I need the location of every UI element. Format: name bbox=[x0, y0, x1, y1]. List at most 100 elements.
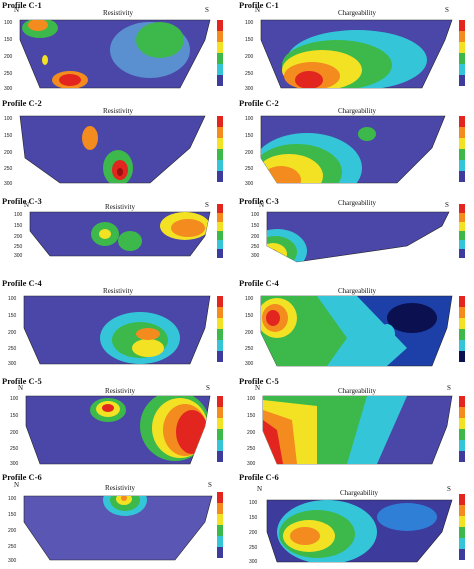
panel-c3-resistivity: Profile C-3 Resistivity N S 100 150 200 … bbox=[0, 196, 237, 268]
panel-property: Chargeability bbox=[338, 9, 376, 17]
depth-tick: 250 bbox=[14, 244, 23, 250]
depth-tick: 250 bbox=[251, 244, 260, 250]
depth-tick: 200 bbox=[4, 54, 13, 60]
colour-scale bbox=[217, 396, 223, 462]
depth-tick: 300 bbox=[4, 181, 13, 187]
colour-scale bbox=[217, 204, 223, 258]
depth-tick: 150 bbox=[4, 133, 13, 139]
depth-tick: 150 bbox=[245, 313, 254, 319]
depth-tick: 100 bbox=[8, 296, 17, 302]
section-plot bbox=[266, 204, 465, 263]
north-label: N bbox=[259, 201, 265, 209]
depth-tick: 150 bbox=[8, 512, 17, 518]
panel-title: Profile C-2 bbox=[2, 98, 42, 108]
depth-tick: 300 bbox=[10, 461, 19, 467]
south-label: S bbox=[205, 201, 209, 209]
depth-tick: 150 bbox=[245, 133, 254, 139]
depth-tick: 150 bbox=[249, 515, 258, 521]
anomaly-zone bbox=[266, 310, 280, 326]
depth-tick: 300 bbox=[249, 559, 258, 565]
colour-scale bbox=[217, 116, 223, 182]
anomaly-zone bbox=[267, 243, 287, 262]
anomaly-zone bbox=[42, 55, 48, 65]
anomaly-zone bbox=[171, 219, 205, 237]
depth-tick: 250 bbox=[245, 71, 254, 77]
depth-tick: 200 bbox=[8, 528, 17, 534]
depth-tick: 150 bbox=[14, 223, 23, 229]
depth-tick: 250 bbox=[8, 544, 17, 550]
panel-title: Profile C-6 bbox=[239, 472, 279, 482]
depth-tick: 250 bbox=[249, 545, 258, 551]
depth-tick: 150 bbox=[8, 313, 17, 319]
south-label: S bbox=[208, 481, 212, 489]
depth-tick: 300 bbox=[245, 181, 254, 187]
colour-scale bbox=[217, 20, 223, 86]
depth-tick: 300 bbox=[4, 86, 13, 92]
panel-property: Chargeability bbox=[338, 199, 376, 207]
anomaly-zone bbox=[121, 496, 127, 501]
depth-tick: 300 bbox=[251, 253, 260, 259]
anomaly-zone bbox=[82, 126, 98, 150]
depth-tick: 150 bbox=[4, 37, 13, 43]
anomaly-zone bbox=[118, 231, 142, 251]
panel-property: Chargeability bbox=[340, 489, 378, 497]
anomaly-zone bbox=[267, 249, 279, 262]
depth-tick: 100 bbox=[4, 20, 13, 26]
section-outline bbox=[23, 495, 213, 561]
colour-scale bbox=[459, 494, 465, 560]
panel-c4-chargeability: Profile C-4 Chargeability 100 150 200 25… bbox=[237, 278, 474, 373]
depth-tick: 200 bbox=[245, 150, 254, 156]
panel-c6-resistivity: Profile C-6 Resistivity N S 100 150 200 … bbox=[0, 472, 237, 569]
depth-tick: 300 bbox=[8, 361, 17, 367]
north-label: N bbox=[14, 6, 20, 14]
depth-tick: 150 bbox=[10, 413, 19, 419]
depth-tick: 200 bbox=[247, 430, 256, 436]
depth-tick: 250 bbox=[247, 446, 256, 452]
depth-tick: 100 bbox=[4, 116, 13, 122]
depth-tick: 100 bbox=[247, 396, 256, 402]
panel-c4-resistivity: Profile C-4 Resistivity 100 150 200 250 … bbox=[0, 278, 237, 373]
panel-property: Chargeability bbox=[338, 387, 376, 395]
depth-tick: 250 bbox=[10, 446, 19, 452]
anomaly-zone bbox=[267, 236, 297, 262]
section-plot bbox=[23, 492, 223, 561]
depth-tick: 200 bbox=[8, 330, 17, 336]
depth-tick: 100 bbox=[10, 396, 19, 402]
depth-tick: 100 bbox=[249, 500, 258, 506]
section-plot bbox=[266, 494, 465, 563]
depth-tick: 300 bbox=[245, 86, 254, 92]
colour-scale bbox=[459, 116, 465, 182]
depth-tick: 200 bbox=[10, 430, 19, 436]
depth-tick: 100 bbox=[14, 212, 23, 218]
colour-scale bbox=[459, 396, 465, 462]
panel-title: Profile C-3 bbox=[239, 196, 279, 206]
depth-tick: 200 bbox=[245, 330, 254, 336]
depth-tick: 150 bbox=[245, 37, 254, 43]
panel-title: Profile C-6 bbox=[2, 472, 42, 482]
depth-tick: 300 bbox=[14, 253, 23, 259]
panel-property: Chargeability bbox=[338, 287, 376, 295]
depth-tick: 300 bbox=[8, 558, 17, 564]
colour-scale bbox=[459, 204, 465, 258]
depth-tick: 200 bbox=[14, 234, 23, 240]
depth-tick: 300 bbox=[245, 361, 254, 367]
panel-c1-resistivity: Profile C-1 Resistivity N S 100 150 200 … bbox=[0, 0, 237, 95]
depth-tick: 300 bbox=[247, 461, 256, 467]
panel-title: Profile C-5 bbox=[239, 376, 279, 386]
north-label: N bbox=[255, 6, 261, 14]
depth-tick: 250 bbox=[245, 346, 254, 352]
panel-title: Profile C-1 bbox=[2, 0, 42, 10]
panel-title: Profile C-3 bbox=[2, 196, 42, 206]
panel-c1-chargeability: Profile C-1 Chargeability N S 100 150 20… bbox=[237, 0, 474, 95]
panel-title: Profile C-5 bbox=[2, 376, 42, 386]
depth-tick: 200 bbox=[251, 234, 260, 240]
north-label: N bbox=[24, 201, 30, 209]
north-label: N bbox=[14, 481, 20, 489]
panel-property: Resistivity bbox=[105, 484, 135, 492]
section-outline bbox=[19, 115, 206, 184]
south-label: S bbox=[445, 201, 449, 209]
section-plot bbox=[260, 115, 465, 184]
colour-scale bbox=[459, 296, 465, 362]
panel-title: Profile C-1 bbox=[239, 0, 279, 10]
panel-c2-chargeability: Profile C-2 Chargeability 100 150 200 25… bbox=[237, 98, 474, 193]
